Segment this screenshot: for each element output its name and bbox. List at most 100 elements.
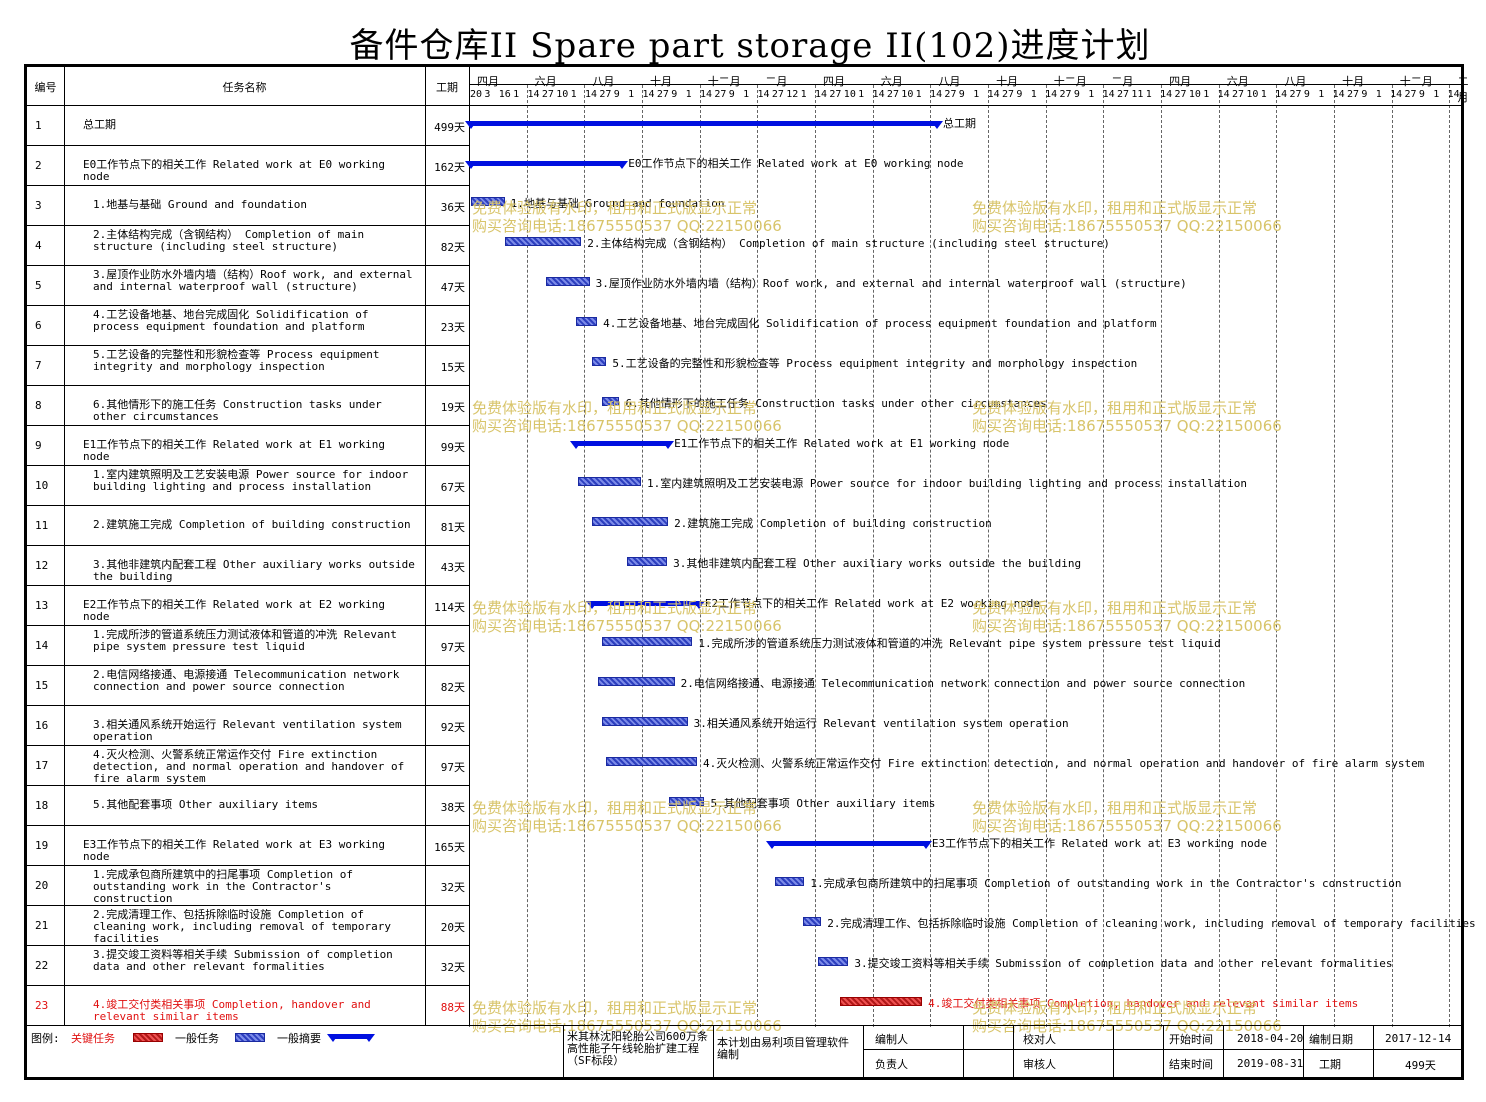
task-bar[interactable] xyxy=(471,197,505,206)
duration-cell: 165天 xyxy=(434,841,465,854)
duration-cell: 32天 xyxy=(440,961,465,974)
task-bar[interactable] xyxy=(592,357,607,366)
task-name-cell[interactable]: E3工作节点下的相关工作 Related work at E3 working … xyxy=(83,839,386,863)
start-date: 2018-04-20 xyxy=(1237,1032,1304,1045)
task-name-cell[interactable]: 1.室内建筑照明及工艺安装电源 Power source for indoor … xyxy=(93,469,409,493)
duration-cell: 43天 xyxy=(440,561,465,574)
summary-start-marker xyxy=(765,841,778,849)
task-bar[interactable] xyxy=(802,917,822,926)
row-number: 6 xyxy=(35,319,42,332)
row-number: 16 xyxy=(35,719,49,732)
timeline-day: 14 xyxy=(757,89,770,100)
timeline-day: 1 xyxy=(1433,89,1440,100)
software-note: 本计划由易利项目管理软件编制 xyxy=(717,1036,849,1061)
row-number: 12 xyxy=(35,559,49,572)
grid-line xyxy=(713,1025,714,1077)
task-name-cell[interactable]: E1工作节点下的相关工作 Related work at E1 working … xyxy=(83,439,386,463)
row-number: 9 xyxy=(35,439,42,452)
row-number: 2 xyxy=(35,159,42,172)
summary-bar[interactable] xyxy=(592,601,699,606)
month-divider xyxy=(1045,85,1047,1027)
row-number: 23 xyxy=(35,999,49,1012)
task-name-cell[interactable]: 总工期 xyxy=(83,119,116,131)
row-number: 10 xyxy=(35,479,49,492)
timeline-day: 10 xyxy=(1188,89,1201,100)
grid-line xyxy=(27,385,469,386)
legend-normal-label: 一般任务 xyxy=(175,1032,219,1045)
timeline-day: 10 xyxy=(556,89,569,100)
header-task-name: 任务名称 xyxy=(222,81,267,94)
duration-cell: 19天 xyxy=(440,401,465,414)
task-name-cell[interactable]: 5.工艺设备的完整性和形貌检查等 Process equipment integ… xyxy=(93,349,380,373)
summary-end-marker xyxy=(662,441,675,449)
task-name-cell[interactable]: 3.相关通风系统开始运行 Relevant ventilation system… xyxy=(93,719,402,743)
summary-bar[interactable] xyxy=(771,841,926,846)
timeline-day: 1 xyxy=(1088,89,1095,100)
watermark: 免费体验版有水印，租用和正式版显示正常 购买咨询电话:18675550537 QQ… xyxy=(472,199,782,235)
duration-cell: 88天 xyxy=(440,1001,465,1014)
task-name-cell[interactable]: 4.竣工交付类相关事项 Completion, handover and rel… xyxy=(93,999,371,1023)
timeline-day: 27 xyxy=(714,89,727,100)
timeline-month: 八月 xyxy=(938,75,961,88)
grid-line xyxy=(27,945,469,946)
watermark: 免费体验版有水印，租用和正式版显示正常 购买咨询电话:18675550537 QQ… xyxy=(472,599,782,635)
task-name-cell[interactable]: 3.屋顶作业防水外墙内墙（结构）Roof work, and external … xyxy=(93,269,413,293)
task-bar[interactable] xyxy=(575,317,598,326)
task-bar[interactable] xyxy=(606,757,698,766)
task-bar[interactable] xyxy=(504,237,582,246)
critical-task-bar[interactable] xyxy=(839,997,923,1006)
summary-bar[interactable] xyxy=(471,161,623,166)
task-name-cell[interactable]: 1.地基与基础 Ground and foundation xyxy=(93,199,307,211)
watermark-line2: 购买咨询电话:18675550537 QQ:22150066 xyxy=(472,217,782,235)
task-bar[interactable] xyxy=(601,717,688,726)
watermark: 免费体验版有水印，租用和正式版显示正常 购买咨询电话:18675550537 QQ… xyxy=(972,799,1282,835)
timeline-day: 9 xyxy=(671,89,678,100)
task-name-cell[interactable]: 1.完成承包商所建筑中的扫尾事项 Completion of outstandi… xyxy=(93,869,353,905)
duration-cell: 81天 xyxy=(440,521,465,534)
task-name-cell[interactable]: 5.其他配套事项 Other auxiliary items xyxy=(93,799,318,811)
timeline-day: 14 xyxy=(1045,89,1058,100)
task-bar[interactable] xyxy=(578,477,641,486)
task-name-cell[interactable]: 6.其他情形下的施工任务 Construction tasks under ot… xyxy=(93,399,382,423)
task-bar[interactable] xyxy=(601,397,620,406)
task-bar[interactable] xyxy=(592,517,669,526)
duration-cell: 36天 xyxy=(440,201,465,214)
timeline-day: 9 xyxy=(728,89,735,100)
timeline-day: 14 xyxy=(872,89,885,100)
summary-bar[interactable] xyxy=(471,121,938,126)
task-name-cell[interactable]: 3.其他非建筑内配套工程 Other auxiliary works outsi… xyxy=(93,559,415,583)
summary-bar[interactable] xyxy=(575,441,669,446)
task-bar[interactable] xyxy=(601,637,693,646)
task-bar[interactable] xyxy=(626,557,668,566)
legend-summary-swatch xyxy=(333,1034,369,1039)
task-name-cell[interactable]: 2.主体结构完成（含钢结构） Completion of main struct… xyxy=(93,229,365,253)
month-divider xyxy=(526,85,528,1027)
grid-line xyxy=(27,985,469,986)
task-name-cell[interactable]: E0工作节点下的相关工作 Related work at E0 working … xyxy=(83,159,386,183)
timeline-month: 十二月 xyxy=(1399,75,1433,88)
task-bar[interactable] xyxy=(774,877,805,886)
bar-label: 1.完成承包商所建筑中的扫尾事项 Completion of outstandi… xyxy=(810,877,1402,890)
timeline-month: 十二月 xyxy=(1053,75,1087,88)
task-name-cell[interactable]: 2.完成清理工作、包括拆除临时设施 Completion of cleaning… xyxy=(93,909,392,945)
task-name-cell[interactable]: 1.完成所涉的管道系统压力测试液体和管道的冲洗 Relevant pipe sy… xyxy=(93,629,397,653)
summary-end-marker xyxy=(616,161,629,169)
timeline-day: 27 xyxy=(599,89,612,100)
task-bar[interactable] xyxy=(669,797,705,806)
task-name-cell[interactable]: 2.电信网络接通、电源接通 Telecommunication network … xyxy=(93,669,400,693)
task-name-cell[interactable]: E2工作节点下的相关工作 Related work at E2 working … xyxy=(83,599,386,623)
task-name-cell[interactable]: 4.工艺设备地基、地台完成固化 Solidification of proces… xyxy=(93,309,369,333)
watermark: 免费体验版有水印，租用和正式版显示正常 购买咨询电话:18675550537 QQ… xyxy=(972,399,1282,435)
task-bar[interactable] xyxy=(545,277,590,286)
timeline-day: 27 xyxy=(829,89,842,100)
month-divider xyxy=(1103,85,1105,1027)
task-name-cell[interactable]: 3.提交竣工资料等相关手续 Submission of completion d… xyxy=(93,949,393,973)
legend-summary-label: 一般摘要 xyxy=(277,1032,321,1045)
task-bar[interactable] xyxy=(818,957,849,966)
task-bar[interactable] xyxy=(598,677,675,686)
month-divider xyxy=(584,85,586,1027)
grid-line xyxy=(563,1025,564,1077)
task-name-cell[interactable]: 4.灭火检测、火警系统正常运作交付 Fire extinction detect… xyxy=(93,749,405,785)
task-name-cell[interactable]: 2.建筑施工完成 Completion of building construc… xyxy=(93,519,411,531)
timeline-day: 14 xyxy=(1217,89,1230,100)
